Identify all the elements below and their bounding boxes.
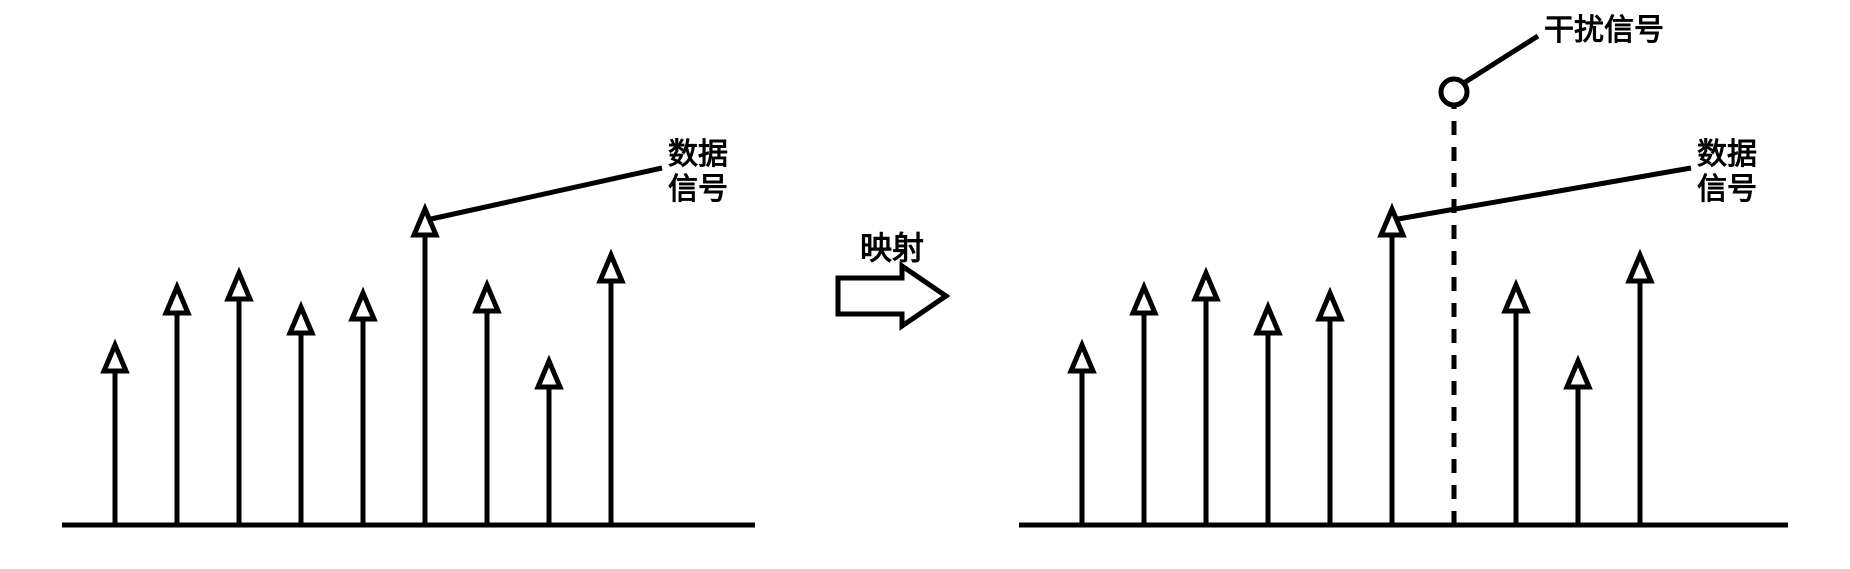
left-arrow-4-head — [352, 293, 374, 319]
right-arrow-8-head — [1629, 255, 1651, 281]
left-arrow-8-head — [600, 255, 622, 281]
left-data-signal-label-line1: 数据 — [668, 138, 728, 171]
left-arrow-5-head — [414, 209, 436, 235]
right-arrow-3-head — [1257, 307, 1279, 333]
map-arrow-label: 映射 — [860, 230, 924, 267]
interference-label: 干扰信号 — [1544, 14, 1664, 49]
right-arrow-6-head — [1505, 285, 1527, 311]
right-arrow-5-head — [1381, 209, 1403, 235]
left-arrow-3-head — [290, 307, 312, 333]
left-arrow-0-head — [104, 345, 126, 371]
right-arrow-1-head — [1133, 287, 1155, 313]
left-arrow-7-head — [538, 361, 560, 387]
left-data-signal-label: 数据 信号 — [668, 138, 728, 207]
interference-leader — [1462, 36, 1538, 84]
left-label-leader — [431, 168, 662, 219]
left-arrow-1-head — [166, 287, 188, 313]
right-data-signal-label: 数据 信号 — [1697, 138, 1757, 207]
right-label-leader — [1398, 168, 1691, 219]
left-data-signal-label-line2: 信号 — [668, 173, 728, 206]
left-arrow-2-head — [228, 273, 250, 299]
right-arrow-4-head — [1319, 293, 1341, 319]
right-arrow-2-head — [1195, 273, 1217, 299]
right-data-signal-label-line2: 信号 — [1697, 173, 1757, 206]
right-data-signal-label-line1: 数据 — [1697, 138, 1757, 171]
left-arrow-6-head — [476, 285, 498, 311]
right-arrow-0-head — [1071, 345, 1093, 371]
right-arrow-7-head — [1567, 361, 1589, 387]
map-arrow-icon — [838, 266, 946, 326]
